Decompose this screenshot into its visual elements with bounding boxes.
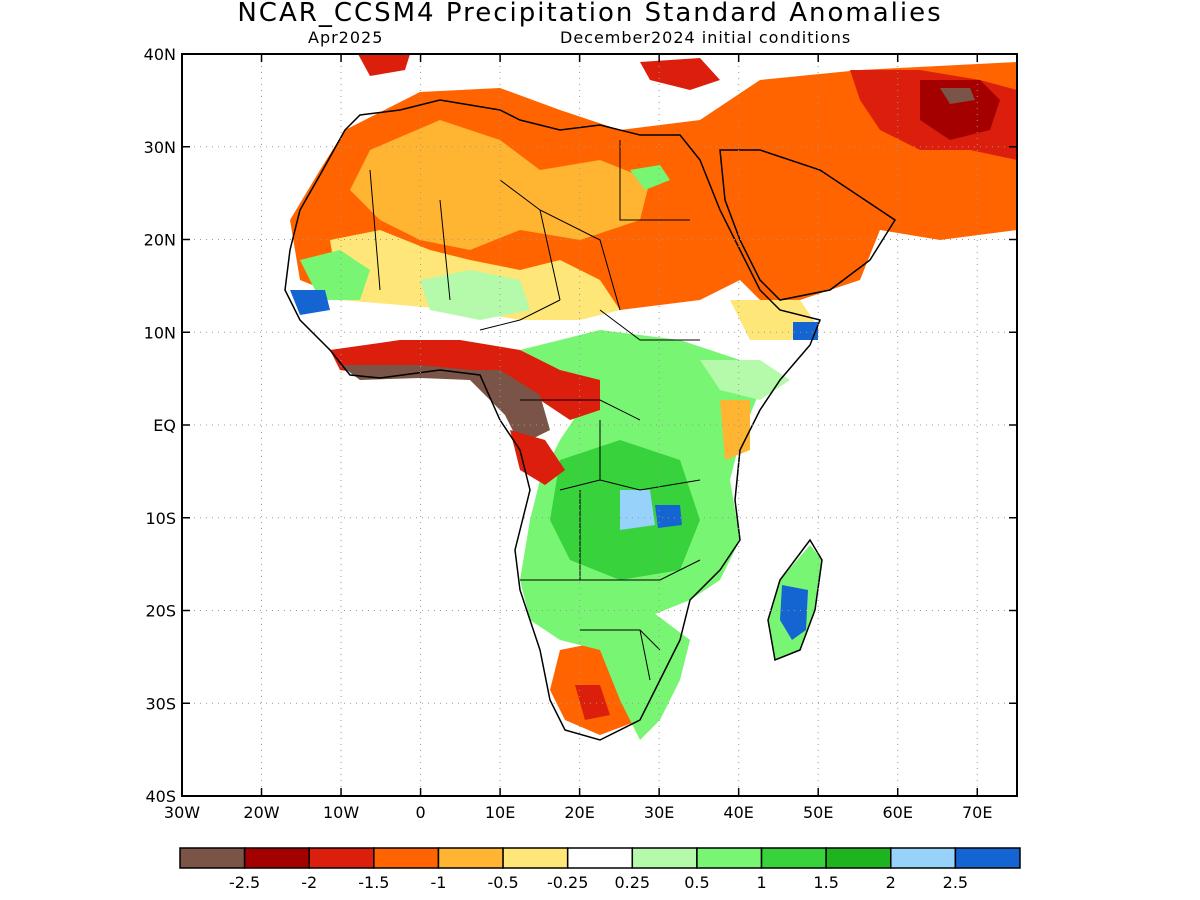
lon-tick-label: 70E [962,803,992,822]
lat-tick-label: 40S [145,787,176,806]
coastlines [284,99,897,741]
legend-label: 1.5 [813,873,838,892]
region-sahara-lightorange [350,120,650,250]
country-borders [369,140,701,681]
region-iran-brown [940,88,975,104]
lon-tick-label: 20W [243,803,279,822]
region-malawi-blue [655,505,682,528]
region-westafrica-green [420,270,530,320]
lat-tick-label: 30N [144,138,176,157]
madagascar-coastline [767,538,823,662]
graticule [182,54,1017,796]
africa-coastline [284,99,822,741]
lon-tick-label: 60E [882,803,912,822]
legend-label: 2 [886,873,896,892]
legend-swatch [437,847,504,869]
legend-swatch [696,847,763,869]
legend-swatch [243,847,310,869]
region-southern-green [520,580,690,740]
lat-tick-label: 10S [145,509,176,528]
lon-tick-label: 0 [415,803,425,822]
lon-tick-label: 10E [485,803,515,822]
legend-label: 0.5 [684,873,709,892]
legend-label: -2.5 [229,873,260,892]
lon-tick-label: 30W [164,803,200,822]
region-somalia-blue [793,322,818,340]
region-sahara-green [630,165,670,190]
colorbar-legend: -2.5 -2 -1.5 -1 -0.5 -0.25 0.25 0.5 1 1.5 2 2.5 [179,847,1021,892]
lon-tick-label: 40E [723,803,753,822]
lon-tick-label: 30E [644,803,674,822]
legend-swatch [954,847,1021,869]
legend-label: -0.5 [487,873,518,892]
lat-tick-label: 40N [144,45,176,64]
region-sahel-green [300,250,370,300]
region-iran-dark [920,80,1000,140]
lat-tick-label: 20S [145,602,176,621]
legend-swatch [760,847,827,869]
initial-conditions-label: December2024 initial conditions [560,28,852,47]
legend-swatch [179,847,246,869]
region-guinea-blue [290,290,330,315]
lat-tick-label: EQ [153,416,176,435]
lon-tick-label: 20E [564,803,594,822]
lon-tick-label: 50E [803,803,833,822]
region-spain-red [358,54,410,76]
region-east-africa-lightgreen [700,360,790,400]
lat-tick-label: 10N [144,323,176,342]
legend-swatch [502,847,569,869]
lat-tick-label: 30S [145,694,176,713]
target-month-label: Apr2025 [308,28,384,47]
anomaly-field [290,54,1017,740]
legend-label: -1 [430,873,446,892]
legend-swatch [373,847,440,869]
legend-swatch [566,847,634,869]
region-east-mediterranean-dark [640,58,720,90]
legend-label: -2 [301,873,317,892]
region-madagascar-blue [780,585,808,640]
legend-swatch [631,847,698,869]
region-east-africa-orange [720,400,750,460]
arabia-coastline [719,149,897,301]
legend-swatch [890,847,957,869]
legend-swatch [308,847,375,869]
legend-label: 2.5 [943,873,968,892]
region-guinea-coast-brown [340,365,550,445]
legend-swatch [825,847,892,869]
legend-label: 1 [756,873,766,892]
map-title: NCAR_CCSM4 Precipitation Standard Anomal… [237,0,943,28]
region-south-africa-red [575,685,610,720]
region-angola-coast-red [510,430,565,485]
legend-label: 0.25 [614,873,650,892]
legend-label: -1.5 [358,873,389,892]
lat-tick-label: 20N [144,231,176,250]
lon-tick-label: 10W [323,803,359,822]
region-guinea-coast-red [330,340,600,420]
region-tanzania-lightblue [620,490,655,530]
legend-label: -0.25 [547,873,588,892]
